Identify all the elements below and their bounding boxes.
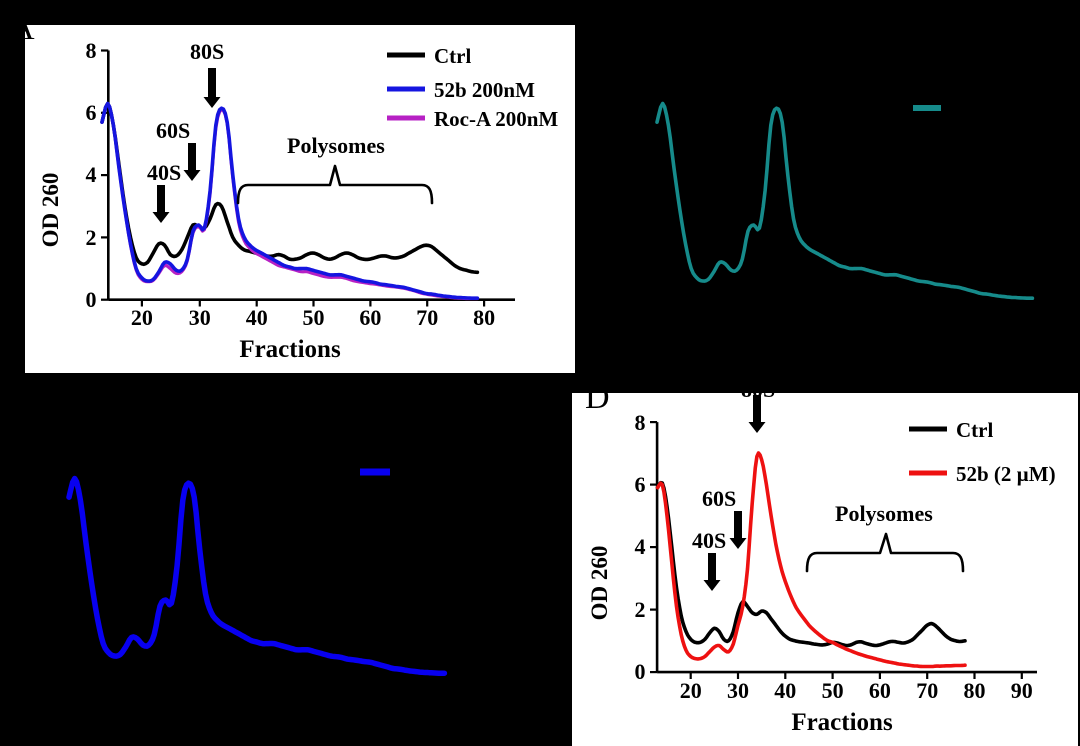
svg-text:80S: 80S bbox=[190, 39, 224, 64]
svg-text:70: 70 bbox=[416, 305, 438, 330]
svg-text:50: 50 bbox=[822, 678, 844, 703]
svg-text:2: 2 bbox=[635, 597, 646, 622]
svg-text:90: 90 bbox=[1011, 678, 1033, 703]
svg-text:60: 60 bbox=[869, 678, 891, 703]
svg-text:40S: 40S bbox=[147, 160, 181, 185]
svg-text:0: 0 bbox=[86, 287, 97, 312]
svg-text:52b (2 µM): 52b (2 µM) bbox=[956, 462, 1056, 486]
svg-text:Ctrl: Ctrl bbox=[956, 418, 993, 442]
svg-text:2: 2 bbox=[86, 225, 97, 250]
svg-text:Ctrl: Ctrl bbox=[434, 44, 471, 68]
svg-text:30: 30 bbox=[727, 678, 749, 703]
svg-text:52b 200nM: 52b 200nM bbox=[434, 78, 535, 102]
svg-text:80: 80 bbox=[473, 305, 495, 330]
svg-text:80: 80 bbox=[964, 678, 986, 703]
svg-text:8: 8 bbox=[86, 38, 97, 63]
svg-text:Fractions: Fractions bbox=[791, 709, 893, 736]
svg-text:60S: 60S bbox=[702, 486, 736, 511]
svg-text:60S: 60S bbox=[156, 118, 190, 143]
svg-text:Roc-A 200nM: Roc-A 200nM bbox=[434, 107, 558, 131]
svg-text:Polysomes: Polysomes bbox=[287, 133, 385, 158]
svg-text:OD 260: OD 260 bbox=[38, 173, 63, 248]
svg-text:Fractions: Fractions bbox=[239, 336, 341, 363]
svg-text:40: 40 bbox=[774, 678, 796, 703]
svg-text:6: 6 bbox=[86, 100, 97, 125]
svg-text:60: 60 bbox=[359, 305, 381, 330]
svg-text:70: 70 bbox=[916, 678, 938, 703]
svg-text:50: 50 bbox=[303, 305, 325, 330]
svg-text:Polysomes: Polysomes bbox=[835, 501, 933, 526]
svg-text:OD 260: OD 260 bbox=[587, 546, 612, 621]
svg-text:4: 4 bbox=[635, 534, 646, 559]
svg-text:20: 20 bbox=[131, 305, 153, 330]
svg-text:0: 0 bbox=[635, 659, 646, 684]
svg-text:6: 6 bbox=[635, 472, 646, 497]
svg-text:40S: 40S bbox=[692, 528, 726, 553]
svg-text:8: 8 bbox=[635, 410, 646, 435]
svg-text:20: 20 bbox=[680, 678, 702, 703]
svg-text:30: 30 bbox=[189, 305, 211, 330]
svg-text:4: 4 bbox=[86, 162, 97, 187]
svg-text:40: 40 bbox=[246, 305, 268, 330]
